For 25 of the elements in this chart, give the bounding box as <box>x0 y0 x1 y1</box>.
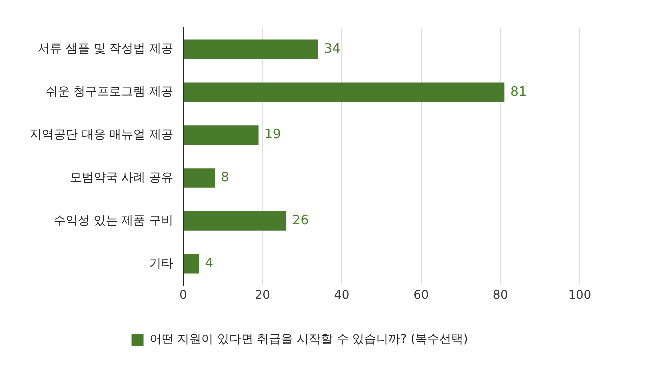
bar <box>184 212 287 231</box>
legend-label: 어떤 지원이 있다면 취급을 시작할 수 있습니까? (복수선택) <box>150 332 468 346</box>
bar <box>184 254 200 274</box>
x-tick-label: 100 <box>568 288 592 302</box>
x-tick-label: 60 <box>414 288 430 302</box>
y-tick-label: 모범약국 사례 공유 <box>70 170 174 184</box>
y-tick-label: 지역공단 대응 매뉴얼 제공 <box>30 127 174 142</box>
y-tick-label: 서류 샘플 및 작성법 제공 <box>38 42 174 56</box>
bar <box>184 82 505 102</box>
x-tick-label: 20 <box>255 288 270 302</box>
data-label: 34 <box>324 42 341 57</box>
bar <box>184 40 318 60</box>
x-tick-label: 40 <box>334 288 350 302</box>
y-tick-label: 기타 <box>149 256 174 270</box>
data-label: 26 <box>292 214 310 229</box>
x-tick-label: 80 <box>493 288 508 302</box>
bar <box>184 126 259 145</box>
data-label: 19 <box>264 128 282 143</box>
data-label: 4 <box>205 256 214 272</box>
data-label: 81 <box>510 84 528 100</box>
data-label: 8 <box>221 170 230 186</box>
x-tick-label: 0 <box>180 288 188 302</box>
y-tick-label: 쉬운 청구프로그램 제공 <box>46 84 174 99</box>
bar <box>184 168 216 188</box>
y-tick-label: 수익성 있는 제품 구비 <box>54 213 174 228</box>
